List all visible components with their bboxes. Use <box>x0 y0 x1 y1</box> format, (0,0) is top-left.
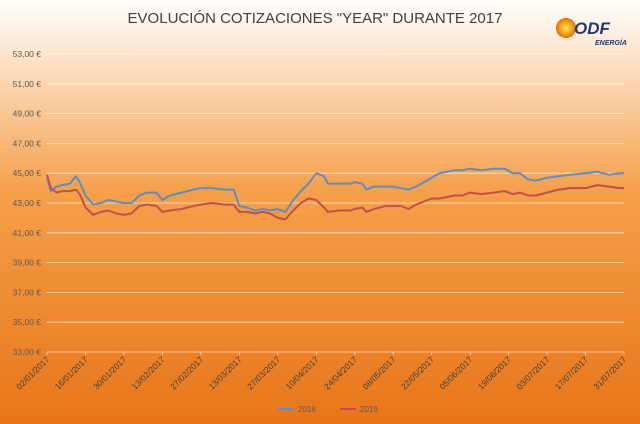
y-tick-label: 35,00 € <box>13 317 42 327</box>
series-line-2018 <box>46 167 624 213</box>
logo-name: ODF <box>574 19 611 38</box>
y-tick-label: 45,00 € <box>13 168 42 178</box>
y-axis: 33,00 € 35,00 € 37,00 € 39,00 € 41,00 € 43,00… <box>13 49 42 357</box>
logo-subtitle: ENERGÍA <box>595 38 627 47</box>
chart-title: EVOLUCIÓN COTIZACIONES "YEAR" DURANTE 20… <box>128 10 503 27</box>
y-tick-label: 37,00 € <box>13 287 42 297</box>
series <box>46 167 624 221</box>
y-tick-label: 51,00 € <box>13 79 42 89</box>
y-tick-label: 43,00 € <box>13 198 42 208</box>
y-tick-label: 47,00 € <box>13 138 42 148</box>
grid <box>47 53 624 353</box>
y-tick-label: 41,00 € <box>13 228 42 238</box>
y-tick-label: 39,00 € <box>13 258 42 268</box>
sun-icon <box>556 18 576 38</box>
y-tick-label: 49,00 € <box>13 109 42 119</box>
series-line-2019 <box>46 174 624 221</box>
legend-label-2019: 2019 <box>360 405 378 414</box>
legend: 2018 2019 <box>278 405 378 414</box>
legend-label-2018: 2018 <box>298 405 316 414</box>
odf-logo: ODF ENERGÍA <box>556 18 627 47</box>
y-tick-label: 33,00 € <box>13 347 42 357</box>
y-tick-label: 53,00 € <box>13 49 42 59</box>
